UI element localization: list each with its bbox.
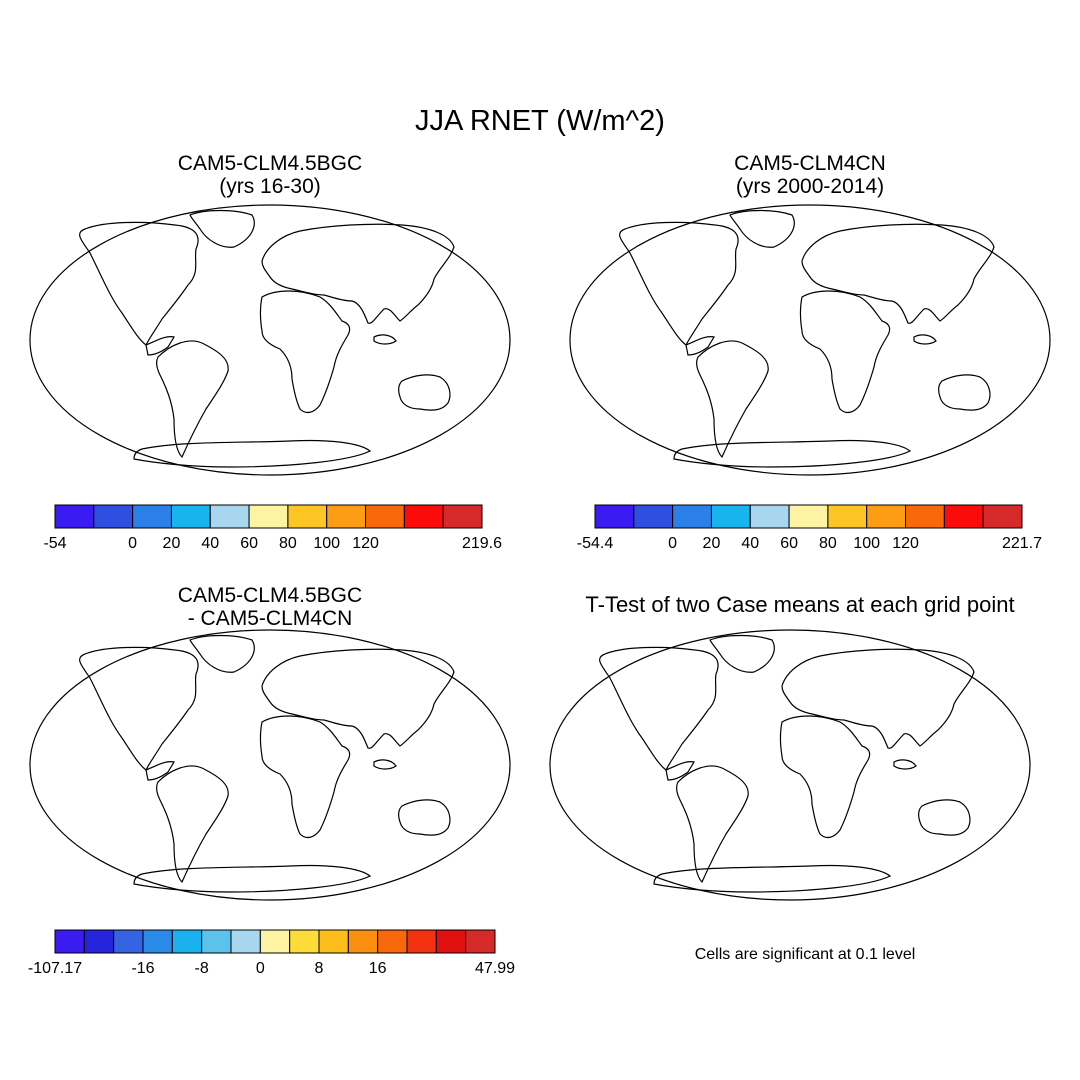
colorbar-label: 16	[369, 960, 387, 977]
colorbar-box	[289, 929, 320, 954]
colorbar-box	[318, 929, 349, 954]
colorbar-box	[132, 504, 172, 529]
colorbar-box	[171, 929, 203, 954]
colorbar-label: 221.7	[1002, 535, 1042, 552]
colorbar-box	[365, 504, 405, 529]
colorbar-label: 47.99	[475, 960, 515, 977]
colorbar-box	[377, 929, 408, 954]
colorbar-box	[83, 929, 115, 954]
colorbar-box	[326, 504, 367, 529]
colorbar-box	[788, 504, 829, 529]
colorbar-label: 20	[163, 535, 181, 552]
colorbar-box	[406, 929, 437, 954]
colorbar-label: -54	[43, 535, 66, 552]
panel-3-title: CAM5-CLM4.5BGC - CAM5-CLM4CN	[120, 584, 420, 630]
panel-4-map	[549, 629, 1031, 901]
colorbar-label: 40	[201, 535, 219, 552]
colorbar-label: 60	[240, 535, 258, 552]
colorbar-box	[710, 504, 751, 529]
colorbar-box	[672, 504, 712, 529]
panel-3-colorbar: -107.17 -16 -8 0 8 16 47.99	[28, 929, 515, 977]
colorbar-label: -107.17	[28, 960, 82, 977]
figure-title: JJA RNET (W/m^2)	[415, 105, 665, 137]
colorbar-label: 100	[313, 535, 340, 552]
panel-2-title-line-2: (yrs 2000-2014)	[735, 175, 885, 198]
colorbar-label: 40	[741, 535, 759, 552]
colorbar-label: 80	[819, 535, 837, 552]
colorbar-label: 8	[315, 960, 324, 977]
colorbar-label: 219.6	[462, 535, 502, 552]
colorbar-label: 80	[279, 535, 297, 552]
colorbar-box	[905, 504, 945, 529]
colorbar-box	[866, 504, 907, 529]
colorbar-box	[201, 929, 232, 954]
panel-2-title-line-1: CAM5-CLM4CN	[734, 152, 886, 175]
colorbar-box	[113, 929, 144, 954]
panel-1-title: CAM5-CLM4.5BGC (yrs 16-30)	[120, 152, 420, 198]
colorbar-box	[465, 929, 496, 954]
colorbar-box	[943, 504, 984, 529]
colorbar-box	[142, 929, 173, 954]
colorbar-label: 100	[853, 535, 880, 552]
colorbar-label: -54.4	[577, 535, 614, 552]
colorbar-box	[435, 929, 467, 954]
colorbar-box	[749, 504, 790, 529]
colorbar-box	[594, 504, 635, 529]
panel-2-map	[569, 204, 1051, 476]
colorbar-box	[442, 504, 483, 529]
colorbar-box	[287, 504, 328, 529]
colorbar-box	[209, 504, 250, 529]
colorbar-box	[633, 504, 674, 529]
colorbar-label: -8	[195, 960, 209, 977]
colorbar-box	[982, 504, 1023, 529]
panel-1-map	[29, 204, 511, 476]
colorbar-label: 0	[256, 960, 265, 977]
colorbar-box	[259, 929, 291, 954]
significance-note: Cells are significant at 0.1 level	[694, 946, 916, 963]
colorbar-box	[54, 504, 95, 529]
panel-3-map	[29, 629, 511, 901]
panel-3-title-line-1: CAM5-CLM4.5BGC	[177, 584, 363, 607]
colorbar-box	[827, 504, 868, 529]
colorbar-label: 0	[128, 535, 137, 552]
colorbar-label: -16	[131, 960, 154, 977]
panel-1-title-line-1: CAM5-CLM4.5BGC	[177, 152, 363, 175]
colorbar-label: 120	[892, 535, 919, 552]
colorbar-box	[93, 504, 134, 529]
panel-1-title-line-2: (yrs 16-30)	[219, 175, 321, 198]
colorbar-box	[403, 504, 444, 529]
colorbar-box	[347, 929, 379, 954]
colorbar-label: 60	[780, 535, 798, 552]
panel-1-colorbar: -54 0 20 40 60 80 100 120 219.6	[43, 504, 502, 552]
colorbar-box	[170, 504, 211, 529]
colorbar-box	[54, 929, 85, 954]
panel-2-colorbar: -54.4 0 20 40 60 80 100 120 221.7	[577, 504, 1042, 552]
colorbar-box	[230, 929, 261, 954]
panel-4-title: T-Test of two Case means at each grid po…	[585, 592, 1015, 617]
panel-3-title-line-2: - CAM5-CLM4CN	[187, 607, 353, 630]
colorbar-label: 120	[352, 535, 379, 552]
colorbar-label: 0	[668, 535, 677, 552]
panel-2-title: CAM5-CLM4CN (yrs 2000-2014)	[660, 152, 960, 198]
colorbar-box	[248, 504, 289, 529]
colorbar-label: 20	[703, 535, 721, 552]
